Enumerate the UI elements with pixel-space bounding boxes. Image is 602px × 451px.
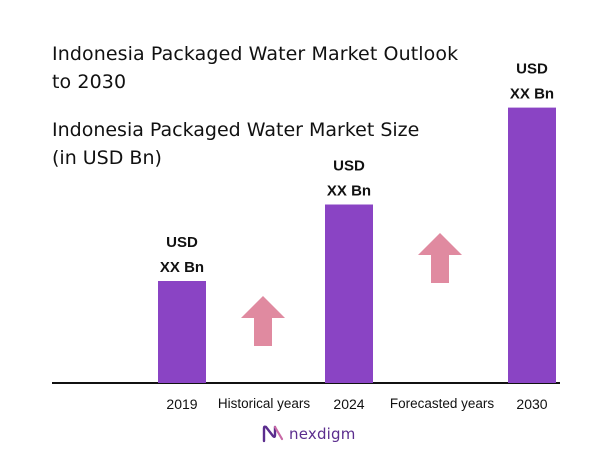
chart-subtitle: Indonesia Packaged Water Market Size (in… [52,119,420,169]
data-label-2019-1: USD [166,234,198,251]
chart-title: Indonesia Packaged Water Market Outlook … [52,43,459,93]
data-label-2030-1: USD [516,61,548,78]
annotation-label-1: Historical years [218,396,311,411]
nexdigm-logo-icon [262,425,284,443]
data-label-2030-2: XX Bn [510,86,554,103]
growth-arrow-icon-2 [418,233,462,283]
tick-label-2030: 2030 [516,396,547,412]
growth-arrow-icon-1 [241,296,285,346]
tick-label-2024: 2024 [333,396,364,412]
data-label-2019-2: XX Bn [160,259,204,276]
bar-2019 [158,281,206,383]
data-label-2024-2: XX Bn [327,183,371,200]
data-label-2024-1: USD [333,158,365,175]
brand-name: nexdigm [289,425,356,443]
brand-logo: nexdigm [262,425,356,443]
annotation-label-2: Forecasted years [390,396,495,411]
tick-label-2019: 2019 [166,396,197,412]
bar-2030 [508,107,556,383]
bar-2024 [325,204,373,383]
